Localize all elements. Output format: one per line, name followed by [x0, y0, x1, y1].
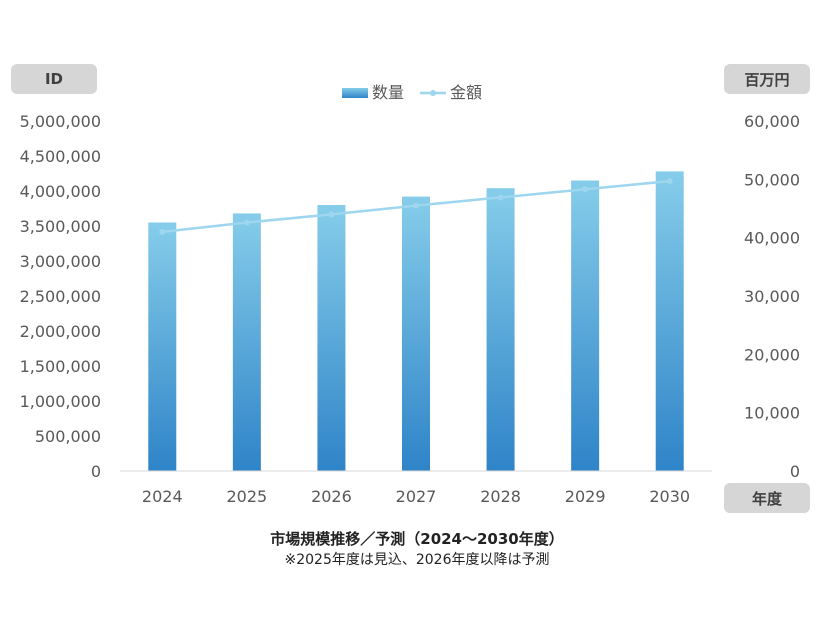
market-size-chart: 数量 金額 0 500,000 1,000,000 1,500,000 2,000,00… [20, 83, 800, 506]
x-axis-tick-label: 2029 [565, 487, 606, 506]
bar-quantity-2025 [232, 213, 261, 471]
left-axis-tick-label: 4,000,000 [20, 182, 101, 201]
x-axis-tick-label: 2025 [226, 487, 267, 506]
left-axis-tick-label: 1,000,000 [20, 392, 101, 411]
left-axis-tick-label: 500,000 [35, 427, 101, 446]
legend-swatch-marker [430, 90, 436, 96]
x-axis-tick-label: 2028 [480, 487, 521, 506]
point-amount-2026 [328, 211, 335, 218]
point-amount-2028 [497, 194, 504, 201]
left-axis-unit-label: ID [11, 64, 97, 94]
left-axis-tick-label: 4,500,000 [20, 147, 101, 166]
left-axis-tick-label: 2,000,000 [20, 322, 101, 341]
chart-title: 市場規模推移／予測（2024～2030年度） [270, 530, 564, 548]
bar-quantity-2026 [317, 205, 346, 471]
right-axis-tick-label: 30,000 [744, 287, 800, 306]
legend-label-amount: 金額 [450, 83, 482, 102]
point-amount-2025 [243, 219, 250, 226]
point-amount-2027 [413, 202, 419, 209]
left-axis-tick-label: 5,000,000 [20, 112, 101, 131]
left-axis-tick-label: 3,000,000 [20, 252, 101, 271]
bar-quantity-2029 [571, 180, 600, 471]
legend-swatch-bar [342, 88, 368, 98]
left-axis-tick-label: 2,500,000 [20, 287, 101, 306]
point-amount-2024 [159, 228, 166, 235]
right-axis-tick-label: 20,000 [744, 345, 800, 364]
x-axis-tick-label: 2027 [396, 487, 437, 506]
x-axis-unit-label: 年度 [724, 483, 810, 513]
left-axis-tick-label: 1,500,000 [20, 357, 101, 376]
bar-quantity-2028 [486, 188, 515, 471]
left-axis-tick-label: 3,500,000 [20, 217, 101, 236]
bar-quantity-2024 [148, 222, 177, 471]
right-axis-tick-label: 60,000 [744, 112, 800, 131]
right-axis-unit-label: 百万円 [724, 64, 810, 94]
bar-quantity-2027 [402, 196, 430, 471]
chart-legend: 数量 金額 [342, 83, 482, 102]
left-axis-tick-label: 0 [91, 462, 101, 481]
point-amount-2030 [666, 178, 673, 185]
chart-note: ※2025年度は見込、2026年度以降は予測 [284, 552, 550, 568]
chart-caption: 市場規模推移／予測（2024～2030年度） ※2025年度は見込、2026年度… [0, 528, 834, 570]
x-axis-tick-label: 2024 [142, 487, 183, 506]
right-axis-tick-label: 40,000 [744, 229, 800, 248]
right-axis-tick-label: 0 [790, 462, 800, 481]
x-axis-tick-label: 2030 [649, 487, 690, 506]
right-axis-tick-label: 10,000 [744, 404, 800, 423]
x-axis-tick-label: 2026 [311, 487, 352, 506]
legend-label-quantity: 数量 [372, 83, 404, 102]
right-axis-tick-label: 50,000 [744, 170, 800, 189]
bar-quantity-2030 [655, 171, 684, 471]
point-amount-2029 [582, 186, 589, 193]
